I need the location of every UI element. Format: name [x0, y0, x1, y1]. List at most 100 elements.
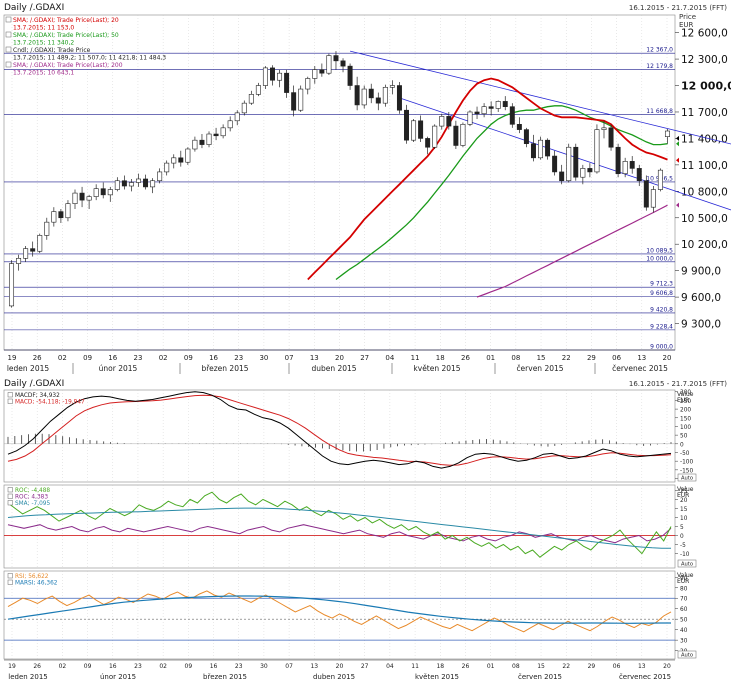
price-axis-unit: EUR [679, 21, 694, 29]
roc-sma-line [7, 507, 672, 549]
candle-body [143, 178, 149, 188]
candle-body [37, 235, 43, 252]
rsi-axis-label: Value [677, 572, 694, 579]
rsi-panel: ValueEUR9080706050403020AutoRSI; 56,622M… [3, 570, 697, 660]
price-x-tick-label: 19 [8, 354, 17, 362]
candle-body [326, 55, 332, 74]
candle-body [284, 72, 290, 93]
macd-legend-swatch [7, 398, 13, 404]
roc-tick-label: -5 [680, 543, 686, 549]
roc-tick-label: 0 [680, 534, 684, 540]
price-x-tick-label: 26 [33, 354, 42, 362]
bottom-x-tick-label: 18 [436, 663, 444, 670]
candle-body [86, 196, 92, 201]
bottom-x-tick-label: 20 [336, 663, 344, 670]
bottom-x-axis: 19 26 02 09 16 23 02 09 16 23 30 07 13 20 27 04 11 18 26 01… [4, 659, 675, 681]
candle-body [495, 101, 501, 109]
panel2-title: Daily /.GDAXI [4, 379, 64, 389]
roc-legend-swatch [7, 487, 13, 493]
candle-body [312, 69, 318, 79]
candle-body [615, 146, 621, 174]
candle-body [552, 155, 558, 173]
candle-body [79, 192, 85, 201]
bottom-x-tick-label: 29 [588, 663, 596, 670]
candle-body [636, 168, 642, 182]
price-axis-tick-label: 10 800,0 [681, 186, 728, 198]
candle-body [432, 125, 438, 148]
legend-swatch [5, 46, 12, 53]
price-x-tick-label: 16 [108, 354, 117, 362]
bottom-x-tick-label: 19 [8, 663, 16, 670]
candle-body [9, 263, 15, 307]
bottom-x-tick-label: 30 [260, 663, 268, 670]
candle-body [291, 92, 297, 111]
price-x-tick-label: 26 [461, 354, 470, 362]
last-value-marker [676, 157, 679, 163]
candle-body [587, 168, 593, 173]
rsi-legend-name: MARSI; 46,362 [15, 581, 58, 587]
price-x-tick-label: 08 [511, 354, 520, 362]
roc-legend-swatch [7, 493, 13, 499]
candle-body [248, 94, 254, 104]
candle-body [404, 109, 409, 141]
rsi-tick-label: 70 [680, 597, 688, 603]
roc-tick-label: 15 [680, 507, 688, 513]
price-axis-tick-label: 10 200,0 [681, 239, 728, 251]
candle-body [643, 180, 649, 208]
candle-body [16, 258, 22, 264]
candle-body [305, 78, 311, 90]
price-x-tick-label: 04 [385, 354, 394, 362]
candle-body [23, 248, 29, 259]
candle-body [629, 161, 635, 169]
bottom-month-label: červen 2015 [518, 673, 562, 681]
candle-body [150, 180, 156, 188]
bottom-x-tick-label: 16 [109, 663, 117, 670]
roc-tick-label: 25 [680, 489, 688, 495]
candle-body [368, 88, 374, 99]
bottom-x-tick-label: 02 [59, 663, 67, 670]
price-level-label: 12 179,8 [646, 63, 673, 70]
price-x-tick-label: 27 [360, 354, 369, 362]
price-month-label: duben 2015 [311, 364, 356, 373]
candle-body [354, 85, 360, 106]
price-month-label: červenec 2015 [612, 364, 668, 373]
legend-swatch [5, 61, 12, 68]
panel2-date-range: 16.1.2015 - 21.7.2015 (FFT) [629, 380, 727, 388]
macd-auto-label: Auto [681, 476, 693, 482]
legend-value: 13.7.2015; 10 643,1 [13, 70, 74, 77]
candle-body [121, 180, 127, 187]
macd-tick-label: -50 [680, 451, 690, 457]
price-x-tick-label: 20 [335, 354, 344, 362]
last-value-marker [676, 202, 679, 208]
legend-swatch [5, 31, 12, 38]
candle-body [559, 171, 565, 182]
candle-body [220, 127, 226, 137]
price-x-tick-label: 07 [285, 354, 294, 362]
candle-body [319, 69, 325, 74]
candle-body [425, 138, 431, 148]
bottom-x-tick-label: 09 [185, 663, 193, 670]
price-level-label: 9 712,3 [650, 281, 673, 288]
bottom-x-tick-label: 23 [235, 663, 243, 670]
rsi-auto-box [677, 650, 697, 659]
candle-body [65, 203, 71, 219]
candle-body [650, 189, 656, 208]
macd-tick-label: 250 [680, 399, 691, 405]
candle-body [396, 85, 402, 111]
price-x-tick-label: 20 [663, 354, 672, 362]
candle-body [72, 192, 78, 204]
price-x-tick-label: 16 [209, 354, 218, 362]
candle-body [622, 161, 628, 174]
candle-body [30, 248, 36, 252]
price-panel: 12 367,012 179,811 668,810 906,510 089,5… [3, 14, 731, 374]
candle-body [340, 60, 346, 67]
candle-body [128, 182, 134, 187]
macd-tick-label: 150 [680, 416, 691, 422]
legend-value: 13.7.2015; 11 153,0 [13, 25, 74, 32]
price-x-tick-label: 30 [259, 354, 268, 362]
bottom-x-tick-label: 23 [134, 663, 142, 670]
bottom-month-label: leden 2015 [8, 673, 47, 681]
candle-body [509, 106, 515, 125]
candle-body [270, 67, 275, 81]
